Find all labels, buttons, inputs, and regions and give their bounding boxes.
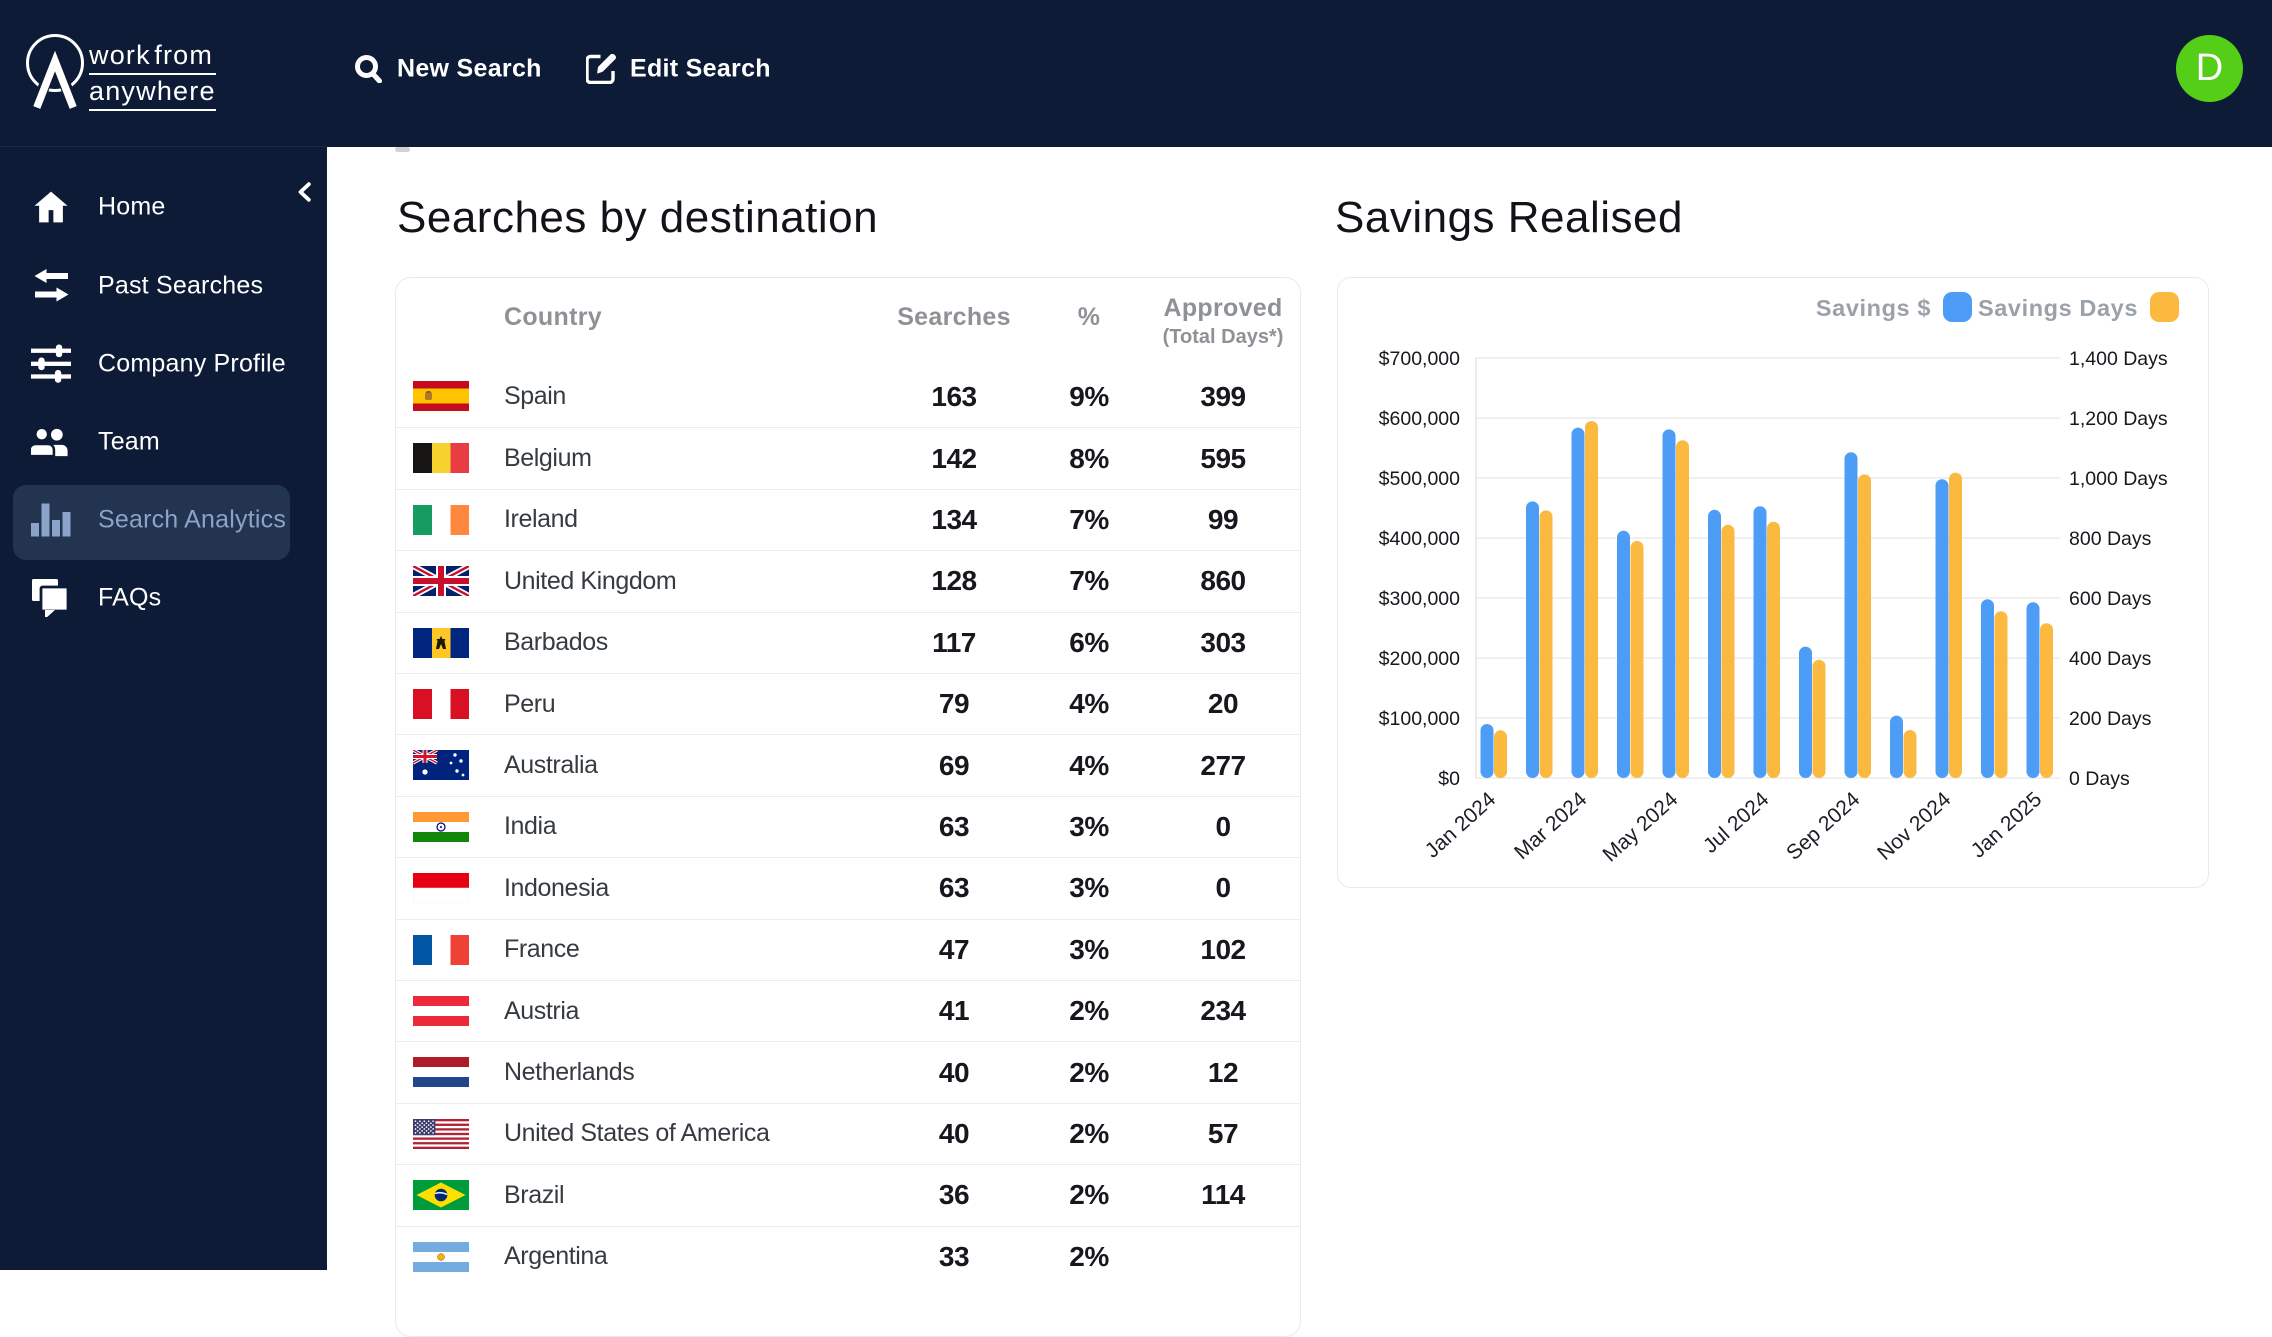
svg-text:200 Days: 200 Days (2069, 708, 2152, 730)
svg-text:400 Days: 400 Days (2069, 648, 2152, 670)
svg-text:May 2024: May 2024 (1598, 787, 1682, 866)
svg-text:Sep 2024: Sep 2024 (1782, 787, 1864, 864)
svg-text:$0: $0 (1438, 768, 1460, 790)
svg-text:1,000 Days: 1,000 Days (2069, 468, 2168, 490)
svg-text:0 Days: 0 Days (2069, 768, 2130, 790)
svg-text:Jan 2024: Jan 2024 (1421, 787, 1501, 862)
svg-text:Jan 2025: Jan 2025 (1967, 788, 2047, 863)
svg-text:$300,000: $300,000 (1379, 588, 1460, 610)
svg-text:600 Days: 600 Days (2069, 588, 2152, 610)
svg-text:$500,000: $500,000 (1379, 468, 1460, 490)
svg-text:$400,000: $400,000 (1379, 528, 1460, 550)
svg-text:$200,000: $200,000 (1379, 648, 1460, 670)
svg-text:1,400 Days: 1,400 Days (2069, 348, 2168, 370)
svg-text:$100,000: $100,000 (1379, 708, 1460, 730)
svg-text:$700,000: $700,000 (1379, 348, 1460, 370)
svg-text:800 Days: 800 Days (2069, 528, 2152, 550)
svg-text:Mar 2024: Mar 2024 (1510, 787, 1592, 864)
svg-text:$600,000: $600,000 (1379, 408, 1460, 430)
svg-text:1,200 Days: 1,200 Days (2069, 408, 2168, 430)
svg-text:Savings $: Savings $ (1816, 295, 1931, 321)
svg-text:Nov 2024: Nov 2024 (1873, 787, 1955, 864)
svg-text:Jul 2024: Jul 2024 (1699, 787, 1774, 857)
svg-text:Savings Days: Savings Days (1978, 295, 2138, 321)
